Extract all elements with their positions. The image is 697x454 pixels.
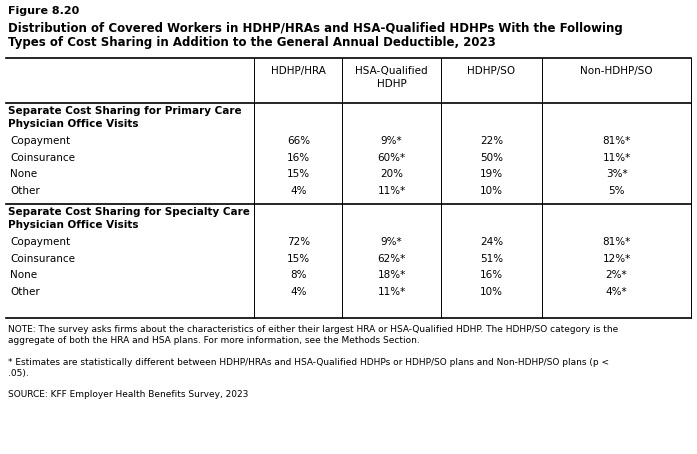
Text: 51%: 51% [480,254,503,264]
Text: Other: Other [10,186,40,196]
Text: 16%: 16% [287,153,310,163]
Text: HDHP/SO: HDHP/SO [468,66,516,76]
Text: NOTE: The survey asks firms about the characteristics of either their largest HR: NOTE: The survey asks firms about the ch… [8,325,618,334]
Text: 72%: 72% [287,237,310,247]
Text: 22%: 22% [480,136,503,146]
Text: 81%*: 81%* [602,136,631,146]
Text: Physician Office Visits: Physician Office Visits [8,119,139,129]
Text: 10%: 10% [480,287,503,297]
Text: .05).: .05). [8,369,29,378]
Text: 20%: 20% [380,169,403,179]
Text: 24%: 24% [480,237,503,247]
Text: 15%: 15% [287,169,310,179]
Text: 8%: 8% [290,270,307,280]
Text: 19%: 19% [480,169,503,179]
Text: Types of Cost Sharing in Addition to the General Annual Deductible, 2023: Types of Cost Sharing in Addition to the… [8,36,496,49]
Text: None: None [10,270,37,280]
Text: 15%: 15% [287,254,310,264]
Text: Coinsurance: Coinsurance [10,254,75,264]
Text: 11%*: 11%* [602,153,631,163]
Text: HDHP/HRA: HDHP/HRA [271,66,326,76]
Text: 50%: 50% [480,153,503,163]
Text: None: None [10,169,37,179]
Text: Copayment: Copayment [10,136,70,146]
Text: HSA-Qualified
HDHP: HSA-Qualified HDHP [355,66,428,89]
Text: 5%: 5% [608,186,625,196]
Text: * Estimates are statistically different between HDHP/HRAs and HSA-Qualified HDHP: * Estimates are statistically different … [8,358,609,367]
Text: 81%*: 81%* [602,237,631,247]
Text: 12%*: 12%* [602,254,631,264]
Text: 3%*: 3%* [606,169,627,179]
Text: 18%*: 18%* [377,270,406,280]
Text: 16%: 16% [480,270,503,280]
Text: 11%*: 11%* [377,287,406,297]
Text: 9%*: 9%* [381,237,402,247]
Text: 4%: 4% [290,186,307,196]
Text: Figure 8.20: Figure 8.20 [8,6,79,16]
Text: Physician Office Visits: Physician Office Visits [8,220,139,230]
Text: Coinsurance: Coinsurance [10,153,75,163]
Text: Separate Cost Sharing for Specialty Care: Separate Cost Sharing for Specialty Care [8,207,250,217]
Text: 10%: 10% [480,186,503,196]
Text: 4%*: 4%* [606,287,627,297]
Text: Copayment: Copayment [10,237,70,247]
Text: Non-HDHP/SO: Non-HDHP/SO [580,66,653,76]
Text: Separate Cost Sharing for Primary Care: Separate Cost Sharing for Primary Care [8,106,242,116]
Text: 2%*: 2%* [606,270,627,280]
Text: aggregate of both the HRA and HSA plans. For more information, see the Methods S: aggregate of both the HRA and HSA plans.… [8,336,420,345]
Text: Distribution of Covered Workers in HDHP/HRAs and HSA-Qualified HDHPs With the Fo: Distribution of Covered Workers in HDHP/… [8,22,622,35]
Text: 66%: 66% [287,136,310,146]
Text: 62%*: 62%* [377,254,406,264]
Text: 4%: 4% [290,287,307,297]
Text: 9%*: 9%* [381,136,402,146]
Text: SOURCE: KFF Employer Health Benefits Survey, 2023: SOURCE: KFF Employer Health Benefits Sur… [8,390,248,399]
Text: 60%*: 60%* [378,153,406,163]
Text: 11%*: 11%* [377,186,406,196]
Text: Other: Other [10,287,40,297]
